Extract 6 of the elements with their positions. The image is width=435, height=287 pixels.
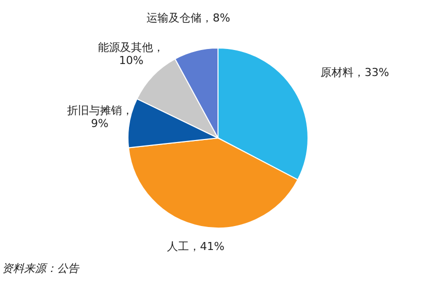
text: 资料来源：公告: [2, 262, 80, 275]
slice-label: 折旧与摊销，9%: [66, 104, 133, 130]
slice-label: 原材料，33%: [320, 66, 390, 79]
slice-label: 能源及其他，10%: [98, 41, 164, 68]
slice-label: 人工，41%: [167, 240, 224, 253]
slice-label: 运输及仓储，8%: [146, 12, 230, 25]
